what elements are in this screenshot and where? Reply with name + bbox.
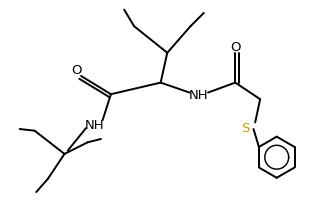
Text: O: O bbox=[71, 63, 81, 76]
Text: S: S bbox=[241, 121, 249, 134]
Text: O: O bbox=[230, 40, 240, 53]
Text: NH: NH bbox=[189, 88, 209, 101]
Text: NH: NH bbox=[85, 118, 104, 131]
